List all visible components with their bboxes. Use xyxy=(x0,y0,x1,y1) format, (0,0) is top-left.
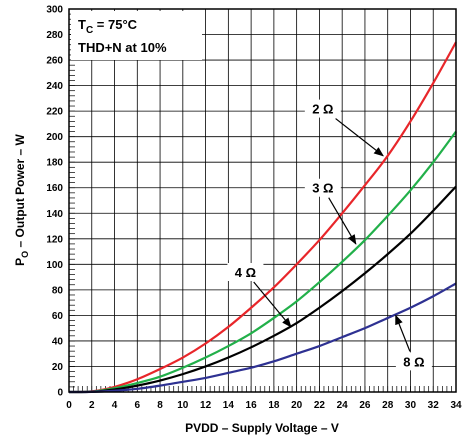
series-line-2ohm xyxy=(68,41,457,394)
x-tick-label: 24 xyxy=(337,400,349,411)
series-line-8ohm xyxy=(68,282,457,394)
y-axis-title: PO – Output Power – W xyxy=(13,133,30,265)
annotation-arrow xyxy=(395,314,411,352)
annotation-label-bg xyxy=(304,178,341,197)
y-tick-label: 180 xyxy=(46,158,63,169)
y-tick-label: 300 xyxy=(46,5,63,16)
x-tick-label: 2 xyxy=(89,400,95,411)
x-tick-label: 6 xyxy=(135,400,141,411)
y-tick-label: 220 xyxy=(46,107,63,118)
y-tick-label: 160 xyxy=(46,183,63,194)
annotation-label: 8 Ω xyxy=(403,354,424,369)
y-tick-label: 120 xyxy=(46,234,63,245)
annotation-label-bg xyxy=(304,99,341,118)
x-tick-label: 30 xyxy=(405,400,417,411)
x-tick-label: 10 xyxy=(177,400,189,411)
x-tick-label: 32 xyxy=(428,400,440,411)
annotation-arrow xyxy=(253,281,292,328)
annotation-label-bg xyxy=(227,262,264,281)
annotations: 2 Ω 3 Ω 4 Ω 8 Ω xyxy=(227,99,432,371)
x-tick-label: 18 xyxy=(268,400,280,411)
x-tick-label: 26 xyxy=(359,400,371,411)
annotation-label: 4 Ω xyxy=(235,265,256,280)
y-tick-label: 20 xyxy=(52,362,64,373)
x-tick-label: 28 xyxy=(382,400,394,411)
y-tick-label: 200 xyxy=(46,132,63,143)
annotation-label: 3 Ω xyxy=(312,181,333,196)
condition-thd: THD+N at 10% xyxy=(78,40,167,55)
x-tick-label: 22 xyxy=(314,400,326,411)
x-tick-label: 16 xyxy=(246,400,258,411)
annotation-label-bg xyxy=(395,352,432,371)
y-tick-label: 60 xyxy=(52,311,64,322)
y-tick-label: 240 xyxy=(46,81,63,92)
x-tick-label: 20 xyxy=(291,400,303,411)
x-axis-title: PVDD – Supply Voltage – V xyxy=(185,421,339,435)
y-tick-label: 80 xyxy=(52,285,64,296)
series-line-4ohm xyxy=(68,185,457,394)
y-tick-label: 0 xyxy=(57,388,63,399)
y-tick-label: 280 xyxy=(46,30,63,41)
annotation-label: 2 Ω xyxy=(312,102,333,117)
x-tick-label: 34 xyxy=(450,400,462,411)
plot-frame xyxy=(68,8,457,393)
x-tick-label: 14 xyxy=(223,400,235,411)
series-line-3ohm xyxy=(68,130,457,394)
x-tick-label: 8 xyxy=(157,400,163,411)
plot-background xyxy=(69,9,456,392)
annotation-arrow xyxy=(335,118,384,157)
condition-temperature: TC = 75°C xyxy=(78,17,138,36)
annotation-arrow xyxy=(328,197,357,245)
x-tick-labels: 0 2 4 6 8 10 12 14 16 18 20 22 24 26 28 30 32 34 xyxy=(66,400,462,411)
y-tick-label: 260 xyxy=(46,56,63,67)
x-tick-label: 0 xyxy=(66,400,72,411)
conditions-box xyxy=(71,11,202,60)
x-tick-label: 4 xyxy=(112,400,118,411)
series-layer xyxy=(68,41,457,394)
y-tick-label: 100 xyxy=(46,260,63,271)
y-tick-label: 140 xyxy=(46,209,63,220)
y-tick-label: 40 xyxy=(52,336,64,347)
x-tick-label: 12 xyxy=(200,400,212,411)
y-tick-labels: 0 20 40 60 80 100 120 140 160 180 200 220 240 260 280 3… xyxy=(46,5,63,399)
